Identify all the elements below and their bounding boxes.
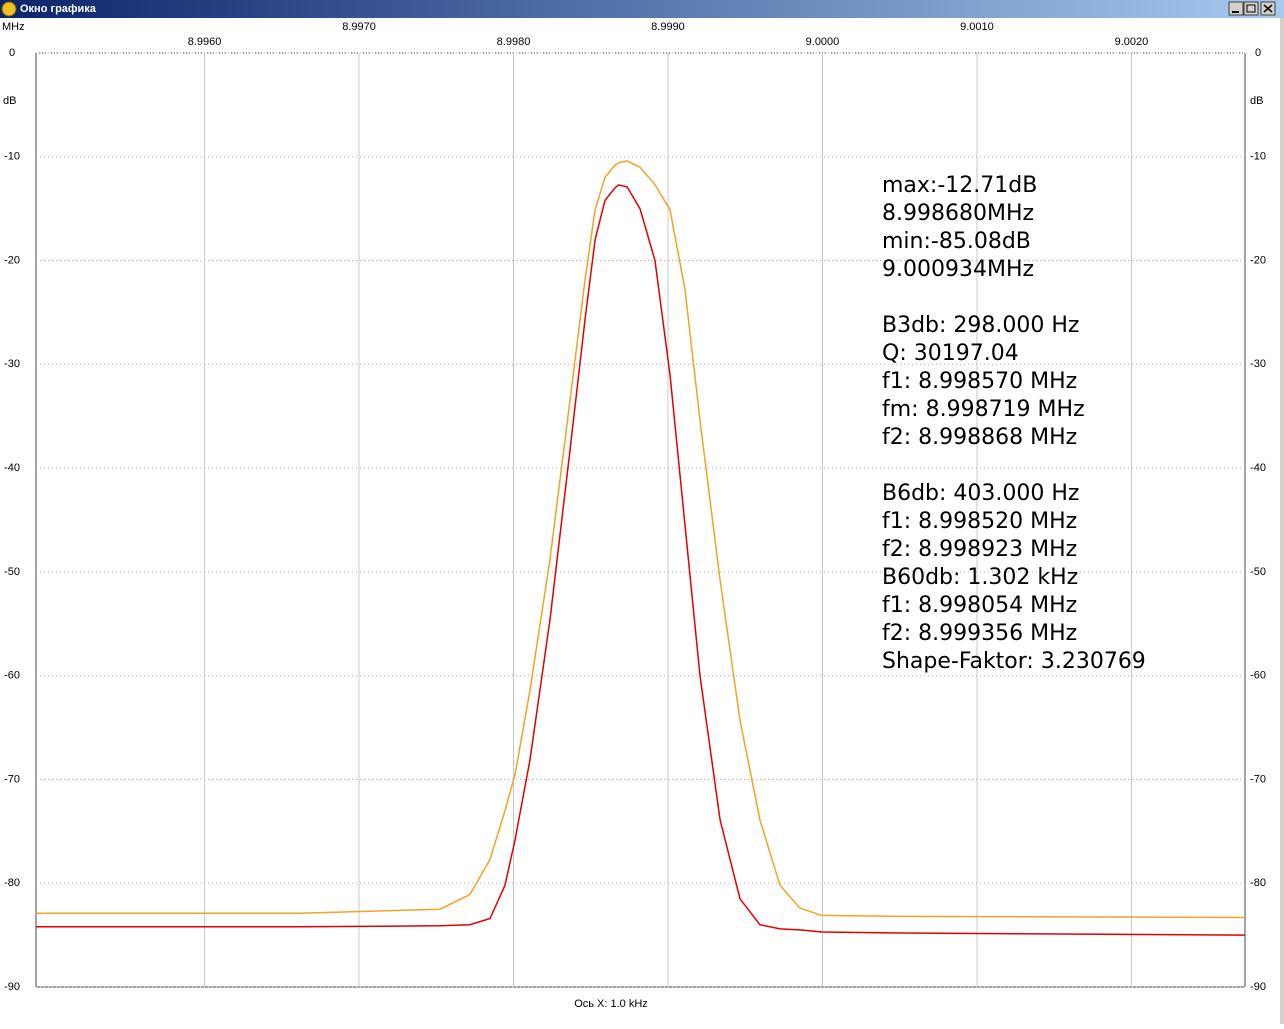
y-tick-label: -20	[4, 254, 20, 266]
y-tick-label: -80	[1250, 877, 1266, 889]
y-tick-label: -20	[1250, 254, 1266, 266]
minimize-button[interactable]	[1228, 1, 1244, 16]
maximize-button[interactable]	[1243, 1, 1259, 16]
annotation-line: f2: 8.998923 MHz	[882, 537, 1077, 562]
annotation-line: f1: 8.998570 MHz	[882, 369, 1077, 394]
title-bar	[0, 0, 1284, 18]
y-tick-label: -10	[4, 151, 20, 163]
x-tick-label: 9.0010	[960, 21, 994, 33]
y-tick-label: -70	[4, 773, 20, 785]
annotation-line: B3db: 298.000 Hz	[882, 313, 1079, 338]
annotation-line: fm: 8.998719 MHz	[882, 397, 1085, 422]
y-unit-left: dB	[3, 95, 16, 107]
annotation-line: min:-85.08dB	[882, 229, 1031, 254]
y-unit-right: dB	[1250, 95, 1263, 107]
x-tick-label: 8.9970	[342, 21, 376, 33]
y-tick-label: -30	[1250, 358, 1266, 370]
annotation-line: f2: 8.999356 MHz	[882, 621, 1077, 646]
y-tick-label: 0	[9, 47, 15, 59]
x-tick-label: 8.9960	[188, 36, 222, 48]
x-tick-label: 9.0020	[1115, 36, 1149, 48]
x-unit: MHz	[2, 21, 25, 33]
y-tick-label: -90	[1250, 981, 1266, 993]
y-tick-label: -30	[4, 358, 20, 370]
x-axis-label: Ось X: 1.0 kHz	[574, 998, 648, 1010]
y-tick-label: -60	[1250, 670, 1266, 682]
annotation-line: B60db: 1.302 kHz	[882, 565, 1078, 590]
maximize-glyph	[1246, 4, 1256, 13]
annotation-line: B6db: 403.000 Hz	[882, 481, 1079, 506]
window-buttons[interactable]	[1228, 1, 1276, 16]
y-tick-label: -60	[4, 670, 20, 682]
annotation-line: 9.000934MHz	[882, 257, 1034, 282]
x-tick-label: 8.9980	[497, 36, 531, 48]
y-tick-label: -90	[4, 981, 20, 993]
annotation-line: f2: 8.998868 MHz	[882, 425, 1077, 450]
y-tick-label: -40	[4, 462, 20, 474]
annotation-line: f1: 8.998054 MHz	[882, 593, 1077, 618]
y-tick-label: -10	[1250, 151, 1266, 163]
app-icon	[1, 1, 17, 17]
y-tick-label: -50	[4, 566, 20, 578]
annotation-line: f1: 8.998520 MHz	[882, 509, 1077, 534]
y-tick-label: -50	[1250, 566, 1266, 578]
x-tick-label: 9.0000	[806, 36, 840, 48]
grid	[36, 52, 1245, 988]
series-line	[36, 160, 1246, 919]
annotation-line: 8.998680MHz	[882, 201, 1034, 226]
y-tick-label: 0	[1255, 47, 1261, 59]
close-glyph	[1263, 4, 1273, 13]
annotation-line: max:-12.71dB	[882, 173, 1037, 198]
window-border	[1280, 18, 1284, 1024]
x-tick-label: 8.9990	[651, 21, 685, 33]
series-line	[36, 184, 1246, 936]
window-title: Окно графика	[20, 3, 97, 15]
annotation-line: Shape-Faktor: 3.230769	[882, 649, 1146, 674]
annotation-line: Q: 30197.04	[882, 341, 1019, 366]
y-tick-label: -40	[1250, 462, 1266, 474]
y-tick-label: -70	[1250, 773, 1266, 785]
y-tick-label: -80	[4, 877, 20, 889]
